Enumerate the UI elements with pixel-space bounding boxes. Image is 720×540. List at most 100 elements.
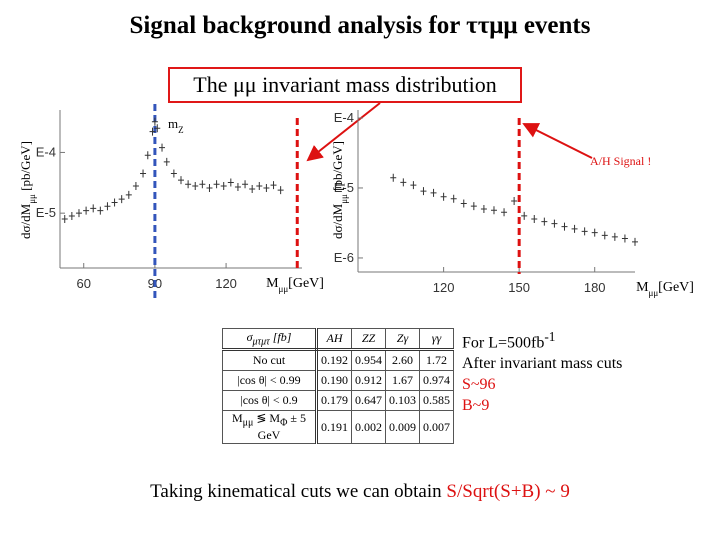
y-tick-label: E-5 [334,180,354,195]
data-point [591,228,598,237]
y-tick-label: E-5 [36,205,56,220]
conclusion-text: Taking kinematical cuts we can obtain [150,481,447,502]
data-point [410,181,417,190]
data-point [104,202,111,211]
table-cell: Zγ [385,328,420,351]
data-point [97,206,104,215]
subscript: μμ [649,288,659,298]
table-cell: Mμμ ≶ MΦ ± 5 GeV [222,409,318,445]
arrow [522,123,593,159]
y-axis-label: dσ/dMμμ [pb/GeV] [330,141,349,239]
note: For L=500fb-1 [462,326,622,353]
table-cell: 0.585 [419,390,454,411]
data-point [571,224,578,233]
x-tick-label: 120 [215,276,237,291]
data-point [541,217,548,226]
table-cell: 0.009 [385,409,420,445]
data-point [206,183,213,192]
signal-label: A/H Signal ! [590,154,652,168]
text-part: σ [246,329,253,344]
table-cell: 0.647 [351,390,386,411]
title: Signal background analysis for ττμμ even… [129,12,591,39]
note: S~96 [462,376,496,394]
y-tick-label: E-4 [36,144,56,159]
data-point [234,182,241,191]
text-part: [GeV] [288,276,324,291]
table-cell: 0.179 [316,390,352,411]
note: After invariant mass cuts [462,355,623,373]
subscript: μμ [27,194,37,204]
annotation: mZ [168,116,184,135]
table-cell: 0.103 [385,390,420,411]
table-cell: |cos θ| < 0.99 [222,370,318,391]
data-point [400,178,407,187]
y-axis-label: dσ/dMμμ [pb/GeV] [18,141,37,239]
data-point [159,143,166,152]
data-point [632,237,638,246]
table-cell: No cut [222,349,318,371]
subtitle: The μμ invariant mass distribution [168,67,522,103]
conclusion-highlight: S/Sqrt(S+B) ~ 9 [446,481,570,502]
data-point [90,204,97,213]
y-tick-label: E-6 [334,250,354,265]
data-point [390,173,397,182]
table-row: |cos θ| < 0.9 0.179 0.647 0.103 0.585 [222,390,454,411]
data-point [125,190,132,199]
table-cell: 0.007 [419,409,454,445]
table-row: Mμμ ≶ MΦ ± 5 GeV 0.191 0.002 0.009 0.007 [222,409,454,445]
data-point [220,182,227,191]
table-cell: 1.67 [385,370,420,391]
data-point [511,197,518,206]
subscript: μμ [279,284,289,294]
data-point [199,180,206,189]
text-part: dσ/dM [330,203,345,239]
table-row: |cos θ| < 0.99 0.190 0.912 1.67 0.974 [222,370,454,391]
data-point [61,215,68,224]
data-point [430,188,437,197]
x-tick-label: 180 [584,280,606,295]
table-box: σμτμτ [fb] AH ZZ Zγ γγ No cut 0.192 0.954 2.60 1.… [222,328,454,445]
data-point [242,180,249,189]
data-point [68,211,75,220]
data-point [170,169,177,178]
notes: For L=500fb-1 After invariant mass cuts … [462,326,622,416]
data-point [420,187,427,196]
subscript: μτμτ [252,336,270,348]
x-tick-label: 150 [508,280,530,295]
data-point [521,211,528,220]
text-part: M [636,280,649,295]
table-cell: 0.192 [316,349,352,371]
text-part: dσ/dM [18,203,33,239]
data-point [551,219,558,228]
data-point [227,178,234,187]
table-cell: γγ [419,328,454,351]
data-point [263,183,270,192]
data-point [460,199,467,208]
table-cell: 2.60 [385,349,420,371]
data-point [154,124,161,133]
data-point [83,206,90,215]
text-part: [pb/GeV] [330,141,345,194]
table-cell: 0.191 [316,409,352,445]
arrow [306,102,381,162]
subscript: μμ [242,417,254,429]
data-point [249,185,256,193]
text-part: [GeV] [658,280,694,295]
table-cell: 0.974 [419,370,454,391]
data-point [163,157,170,166]
table-cell: AH [316,328,352,351]
data-point [490,206,497,215]
table-cell: 0.912 [351,370,386,391]
note: B~9 [462,397,490,415]
data-point [256,182,263,191]
data-point [561,222,568,231]
data-point [144,151,151,160]
note-sup: -1 [544,329,556,344]
text-part: ± 5 GeV [257,411,307,443]
data-point [480,205,487,214]
data-point [178,176,184,185]
data-point [185,180,192,189]
subscript: μμ [339,194,349,204]
note-text: For L=500fb [462,334,545,352]
